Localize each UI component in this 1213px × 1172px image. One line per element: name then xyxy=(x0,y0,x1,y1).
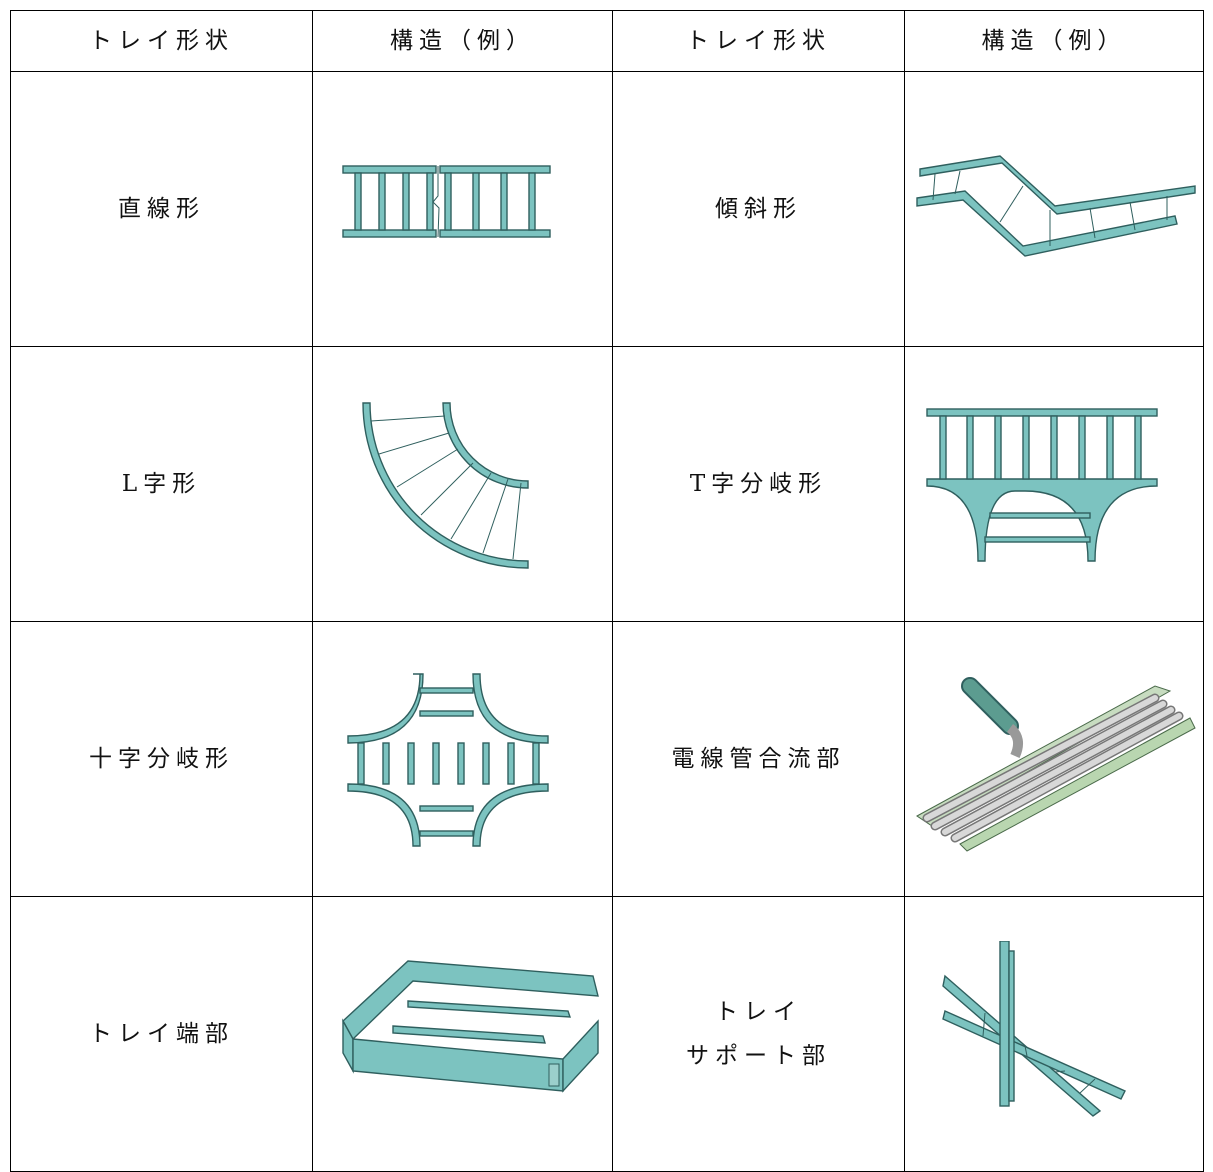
structure-image xyxy=(904,346,1204,622)
structure-image xyxy=(312,896,613,1172)
tray-end xyxy=(342,960,599,1093)
shape-name: 電線管合流部 xyxy=(612,621,905,897)
structure-image xyxy=(904,621,1204,897)
header-cell: 構造（例） xyxy=(904,10,1204,72)
inclined-tray xyxy=(916,155,1196,257)
structure-image xyxy=(904,71,1204,347)
header-cell: 構造（例） xyxy=(312,10,613,72)
table-row: 直線形 傾斜形 xyxy=(10,71,1204,347)
conduit-junction xyxy=(916,677,1196,852)
table-row: 十字分岐形 電線管合流部 xyxy=(10,621,1204,897)
straight-tray xyxy=(342,165,551,238)
table-row: トレイ端部 トレイ サポート部 xyxy=(10,896,1204,1172)
structure-image xyxy=(312,346,613,622)
structure-image xyxy=(904,896,1204,1172)
tray-table: トレイ形状 構造（例） トレイ形状 構造（例） 直線形 傾斜形 xyxy=(10,10,1204,1172)
shape-name: トレイ端部 xyxy=(10,896,313,1172)
structure-image xyxy=(312,621,613,897)
l-shaped-tray xyxy=(362,402,529,569)
shape-name: トレイ サポート部 xyxy=(612,896,905,1172)
shape-name: 傾斜形 xyxy=(612,71,905,347)
header-cell: トレイ形状 xyxy=(612,10,905,72)
tray-support xyxy=(942,941,1126,1117)
shape-name: 十字分岐形 xyxy=(10,621,313,897)
structure-image xyxy=(312,71,613,347)
table-row: L字形 T字分岐形 xyxy=(10,346,1204,622)
shape-name: T字分岐形 xyxy=(612,346,905,622)
header-row: トレイ形状 構造（例） トレイ形状 構造（例） xyxy=(10,10,1204,72)
cross-branch-tray xyxy=(347,673,549,847)
t-branch-tray xyxy=(926,408,1158,562)
shape-name: 直線形 xyxy=(10,71,313,347)
shape-name: L字形 xyxy=(10,346,313,622)
page: {"table": {"header": ["トレイ形状", "構造（例）", … xyxy=(10,10,1204,1172)
header-cell: トレイ形状 xyxy=(10,10,313,72)
